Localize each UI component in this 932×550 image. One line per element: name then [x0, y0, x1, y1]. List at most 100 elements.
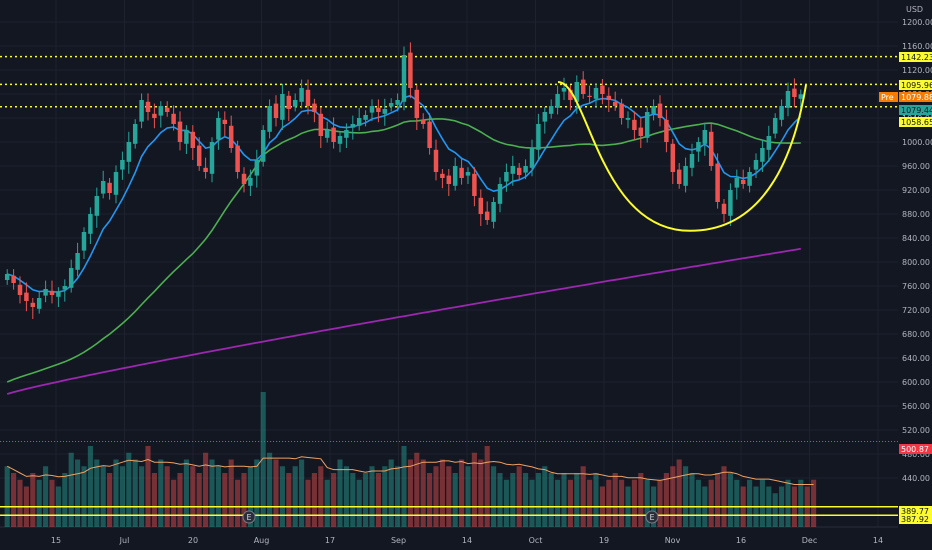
- volume-bar: [4, 466, 10, 527]
- candle-body: [721, 203, 727, 214]
- candle-body: [88, 214, 93, 234]
- candle-body: [11, 275, 16, 283]
- volume-bar: [311, 473, 317, 527]
- volume-bar: [215, 466, 221, 527]
- earnings-marker[interactable]: E: [645, 510, 659, 524]
- price-label: 1120.00: [902, 66, 932, 75]
- price-label: 880.00: [902, 210, 930, 219]
- volume-bar: [171, 479, 177, 527]
- price-tag-label: 1058.65: [901, 118, 932, 127]
- candle-body: [683, 166, 688, 186]
- candle-body: [676, 169, 682, 184]
- candle-body: [664, 119, 669, 142]
- volume-bar: [446, 466, 452, 527]
- volume-ma-line: [6, 456, 814, 485]
- price-axis[interactable]: USD 1200.001160.001120.001080.001040.001…: [902, 5, 932, 483]
- price-label: 1000.00: [902, 138, 932, 147]
- candle-body: [235, 145, 240, 172]
- price-tag: Pre 1079.88: [879, 92, 932, 102]
- volume-bar: [503, 479, 509, 527]
- candle-body: [753, 160, 759, 170]
- volume-bar: [631, 479, 637, 527]
- volume-bar: [299, 459, 305, 527]
- volume-bar: [87, 446, 93, 527]
- volume-bar: [350, 473, 356, 527]
- candle-body: [171, 113, 176, 124]
- candle-body: [190, 131, 196, 148]
- earnings-marker-label: E: [649, 513, 654, 522]
- candle-body: [132, 124, 138, 144]
- candle-body: [273, 103, 279, 118]
- candle-body: [120, 160, 125, 170]
- volume-bar: [657, 479, 663, 527]
- volume-bar: [158, 459, 164, 527]
- candle-body: [100, 181, 106, 194]
- volume-bar: [439, 459, 445, 527]
- price-tag-label: 1142.23: [901, 53, 932, 62]
- volume-bar: [593, 473, 599, 527]
- price-tag: 389.77: [899, 506, 932, 516]
- volume-bar: [471, 452, 477, 527]
- volume-bar: [727, 473, 733, 527]
- volume-bar: [119, 466, 125, 527]
- candle-body: [785, 91, 791, 108]
- price-tag-bg: [899, 105, 932, 115]
- volume-bar: [75, 459, 81, 527]
- volume-bar: [286, 473, 292, 527]
- candle-body: [420, 119, 426, 124]
- volume-bar: [548, 473, 554, 527]
- candle-body: [670, 143, 676, 172]
- price-tag-label: 1079.88: [901, 93, 932, 102]
- time-label: 14: [462, 536, 472, 545]
- volume-bar: [535, 473, 541, 527]
- volume-bar: [177, 473, 183, 527]
- candle-body: [363, 115, 368, 120]
- candle-body: [433, 149, 439, 172]
- time-axis[interactable]: 15 Jul 20 Aug 17 Sep 14 Oct 19 Nov 16 Dec 14: [51, 536, 883, 545]
- volume-bar: [382, 466, 388, 527]
- volume-bar: [267, 452, 273, 527]
- volume-bar: [670, 466, 676, 527]
- candle-body: [56, 292, 61, 297]
- time-label: Dec: [802, 536, 817, 545]
- time-label: 16: [736, 536, 746, 545]
- price-tag: 500.87: [899, 444, 932, 454]
- volume-bar: [478, 459, 484, 527]
- volume-bar: [721, 466, 727, 527]
- candle-body: [292, 100, 298, 107]
- candle-body: [395, 100, 400, 105]
- earnings-marker-label: E: [246, 513, 251, 522]
- volume-bar: [452, 473, 458, 527]
- candle-body: [382, 109, 388, 114]
- candle-body: [542, 112, 548, 122]
- price-tag-label: 1079.44: [901, 106, 932, 115]
- candle-body: [516, 167, 522, 175]
- candle-body: [216, 118, 221, 140]
- volume-bar: [747, 479, 753, 527]
- price-label: 440.00: [902, 474, 930, 483]
- cup-pattern-curve: [557, 81, 807, 232]
- price-tag-label: 387.92: [901, 515, 929, 524]
- candle-body: [318, 113, 324, 136]
- earnings-marker-circle: [645, 510, 659, 524]
- volume-bar: [734, 479, 740, 527]
- candle-body: [337, 136, 343, 144]
- volume-bar: [126, 452, 132, 527]
- volume-bar: [580, 466, 586, 527]
- time-label: 17: [325, 536, 335, 545]
- candle-body: [491, 202, 496, 222]
- candle-body: [696, 142, 701, 152]
- cup-annotation[interactable]: [557, 81, 807, 232]
- candle-body: [286, 95, 292, 109]
- candle-body: [356, 118, 362, 126]
- earnings-marker[interactable]: E: [242, 510, 256, 524]
- volume-bar: [407, 459, 413, 527]
- horizontal-levels[interactable]: [0, 55, 898, 516]
- volume-bar: [145, 446, 151, 527]
- time-label: Nov: [665, 536, 681, 545]
- volume-bar: [465, 466, 471, 527]
- candle-body: [632, 119, 637, 130]
